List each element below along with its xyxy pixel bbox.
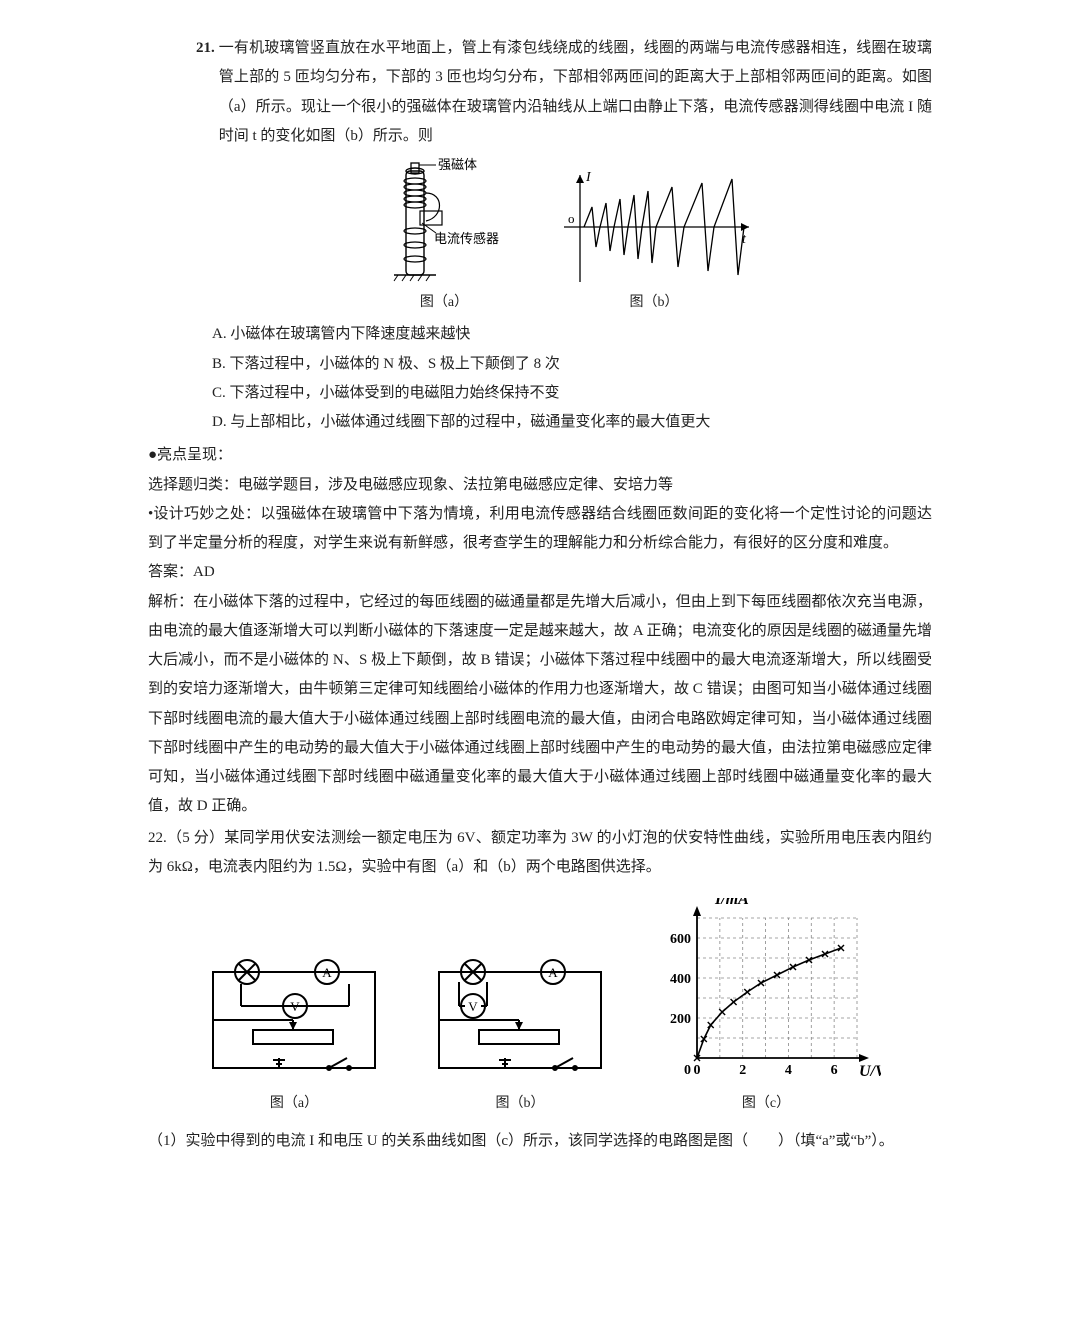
highlight-p2: •设计巧妙之处：以强磁体在玻璃管中下落为情境，利用电流传感器结合线圈匝数间距的变… [148,500,932,559]
q21-figures: 强磁体 电流传感器 图（a） I t o [196,157,932,316]
svg-text:I/mA: I/mA [714,898,749,908]
highlight-answer: 答案：AD [148,558,932,587]
q22-sub1: （1）实验中得到的电流 I 和电压 U 的关系曲线如图（c）所示，该同学选择的电… [148,1127,932,1156]
svg-text:A: A [322,965,332,980]
svg-text:0: 0 [684,1063,691,1078]
svg-text:V: V [468,999,478,1014]
q22-stem: （5 分）某同学用伏安法测绘一额定电压为 6V、额定功率为 3W 的小灯泡的伏安… [148,830,932,875]
q22-circuit-a-svg: A V [199,958,389,1088]
q21-figure-b-svg: I t o [554,167,754,287]
svg-text:400: 400 [670,972,691,987]
svg-text:U/V: U/V [859,1063,881,1080]
highlight-p1: 选择题归类：电磁学题目，涉及电磁感应现象、法拉第电磁感应定律、安培力等 [148,471,932,500]
q21-fig-a-caption: 图（a） [420,289,468,316]
q21-choice-c: C. 下落过程中，小磁体受到的电磁阻力始终保持不变 [212,379,932,408]
label-magnet: 强磁体 [438,157,477,172]
svg-text:V: V [290,999,300,1014]
q21-choice-b: B. 下落过程中，小磁体的 N 极、S 极上下颠倒了 8 次 [212,350,932,379]
q22-number: 22. [148,830,167,846]
svg-text:4: 4 [785,1063,792,1078]
q22-fig-b-caption: 图（b） [496,1090,545,1117]
q22-fig-c-caption: 图（c） [742,1090,790,1117]
q21-number: 21. [196,34,219,151]
q21-choice-a: A. 小磁体在玻璃管内下降速度越来越快 [212,320,932,349]
svg-text:A: A [548,965,558,980]
q22-circuit-b-svg: A V [425,958,615,1088]
q21-stem: 一有机玻璃管竖直放在水平地面上，管上有漆包线绕成的线圈，线圈的两端与电流传感器相… [219,34,932,151]
q22-figures: A V 图（a） A [148,898,932,1117]
svg-text:600: 600 [670,932,691,947]
svg-text:0: 0 [694,1063,701,1078]
q21-figure-a-svg: 强磁体 电流传感器 [374,157,514,287]
svg-text:2: 2 [739,1063,746,1078]
q22-chart-c-svg: 0 2 4 6 200 400 600 0 I/mA U/V [651,898,881,1088]
q22-fig-a-caption: 图（a） [270,1090,318,1117]
q21-choice-d: D. 与上部相比，小磁体通过线圈下部的过程中，磁通量变化率的最大值更大 [212,408,932,437]
svg-text:6: 6 [831,1063,838,1078]
svg-text:200: 200 [670,1012,691,1027]
svg-text:I: I [585,170,592,185]
highlight-heading: ●亮点呈现： [148,441,932,470]
label-sensor: 电流传感器 [434,231,499,246]
q21-fig-b-caption: 图（b） [630,289,679,316]
highlight-solution: 解析：在小磁体下落的过程中，它经过的每匝线圈的磁通量都是先增大后减小，但由上到下… [148,588,932,822]
svg-text:o: o [568,211,575,226]
